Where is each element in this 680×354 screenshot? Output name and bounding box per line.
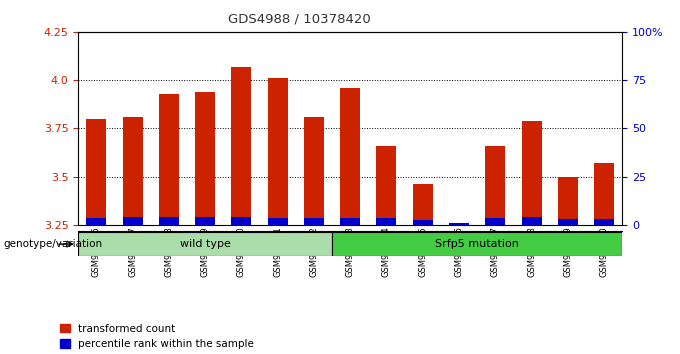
Bar xyxy=(159,93,179,225)
Bar xyxy=(340,88,360,225)
Bar xyxy=(340,218,360,225)
Bar xyxy=(159,217,179,225)
Bar xyxy=(268,78,288,225)
Bar xyxy=(86,119,106,225)
Bar xyxy=(195,217,215,225)
Text: genotype/variation: genotype/variation xyxy=(3,239,103,249)
Bar xyxy=(332,232,622,256)
Text: Srfp5 mutation: Srfp5 mutation xyxy=(435,239,519,249)
Bar xyxy=(377,218,396,225)
Bar xyxy=(522,217,541,225)
Bar xyxy=(122,117,143,225)
Bar xyxy=(304,218,324,225)
Bar xyxy=(231,217,252,225)
Bar xyxy=(594,163,614,225)
Bar xyxy=(558,177,578,225)
Bar xyxy=(377,146,396,225)
Bar xyxy=(195,92,215,225)
Bar xyxy=(304,117,324,225)
Bar xyxy=(122,217,143,225)
Bar xyxy=(522,121,541,225)
Bar xyxy=(268,218,288,225)
Bar xyxy=(78,232,332,256)
Bar xyxy=(86,218,106,225)
Bar xyxy=(594,219,614,225)
Bar xyxy=(449,223,469,225)
Legend: transformed count, percentile rank within the sample: transformed count, percentile rank withi… xyxy=(60,324,254,349)
Bar xyxy=(413,220,432,225)
Text: wild type: wild type xyxy=(180,239,231,249)
Bar xyxy=(231,67,252,225)
Bar xyxy=(558,219,578,225)
Text: GDS4988 / 10378420: GDS4988 / 10378420 xyxy=(228,12,371,25)
Bar xyxy=(486,218,505,225)
Bar xyxy=(486,146,505,225)
Bar xyxy=(413,184,432,225)
